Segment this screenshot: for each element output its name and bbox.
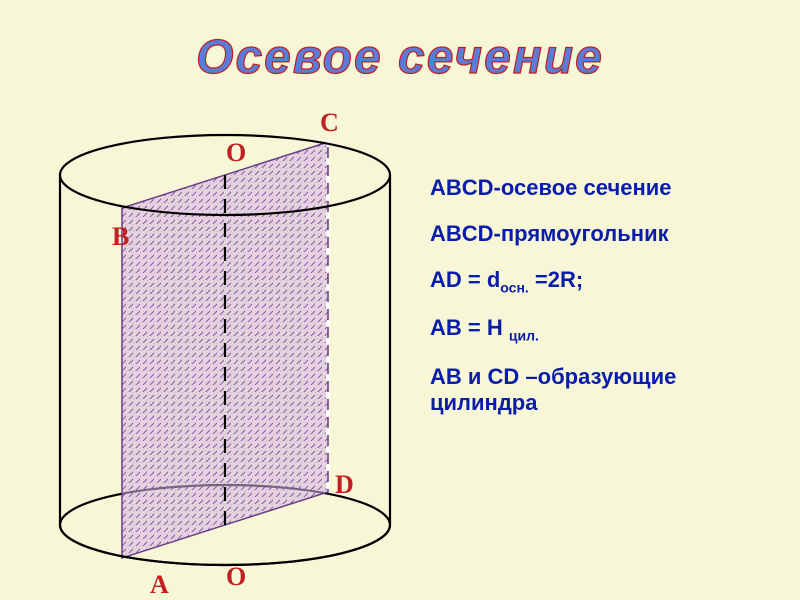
- slide-stage: Осевое сечение ABCD-осевое сечениеABCD-п…: [0, 0, 800, 600]
- vertex-label-A: A: [150, 570, 169, 600]
- description-line: AB и CD –образующие цилиндра: [430, 364, 770, 416]
- vertex-label-C: C: [320, 108, 339, 138]
- vertex-label-O_bot: O: [226, 562, 246, 592]
- description-line: AD = dосн. =2R;: [430, 267, 770, 295]
- vertex-label-D: D: [335, 470, 354, 500]
- description-line: AB = H цил.: [430, 315, 770, 343]
- description-block: ABCD-осевое сечение ABCD-прямоугольник AD …: [430, 175, 770, 436]
- description-line: ABCD-прямоугольник: [430, 221, 770, 247]
- vertex-label-O_top: O: [226, 138, 246, 168]
- vertex-label-B: B: [112, 222, 129, 252]
- description-line: ABCD-осевое сечение: [430, 175, 770, 201]
